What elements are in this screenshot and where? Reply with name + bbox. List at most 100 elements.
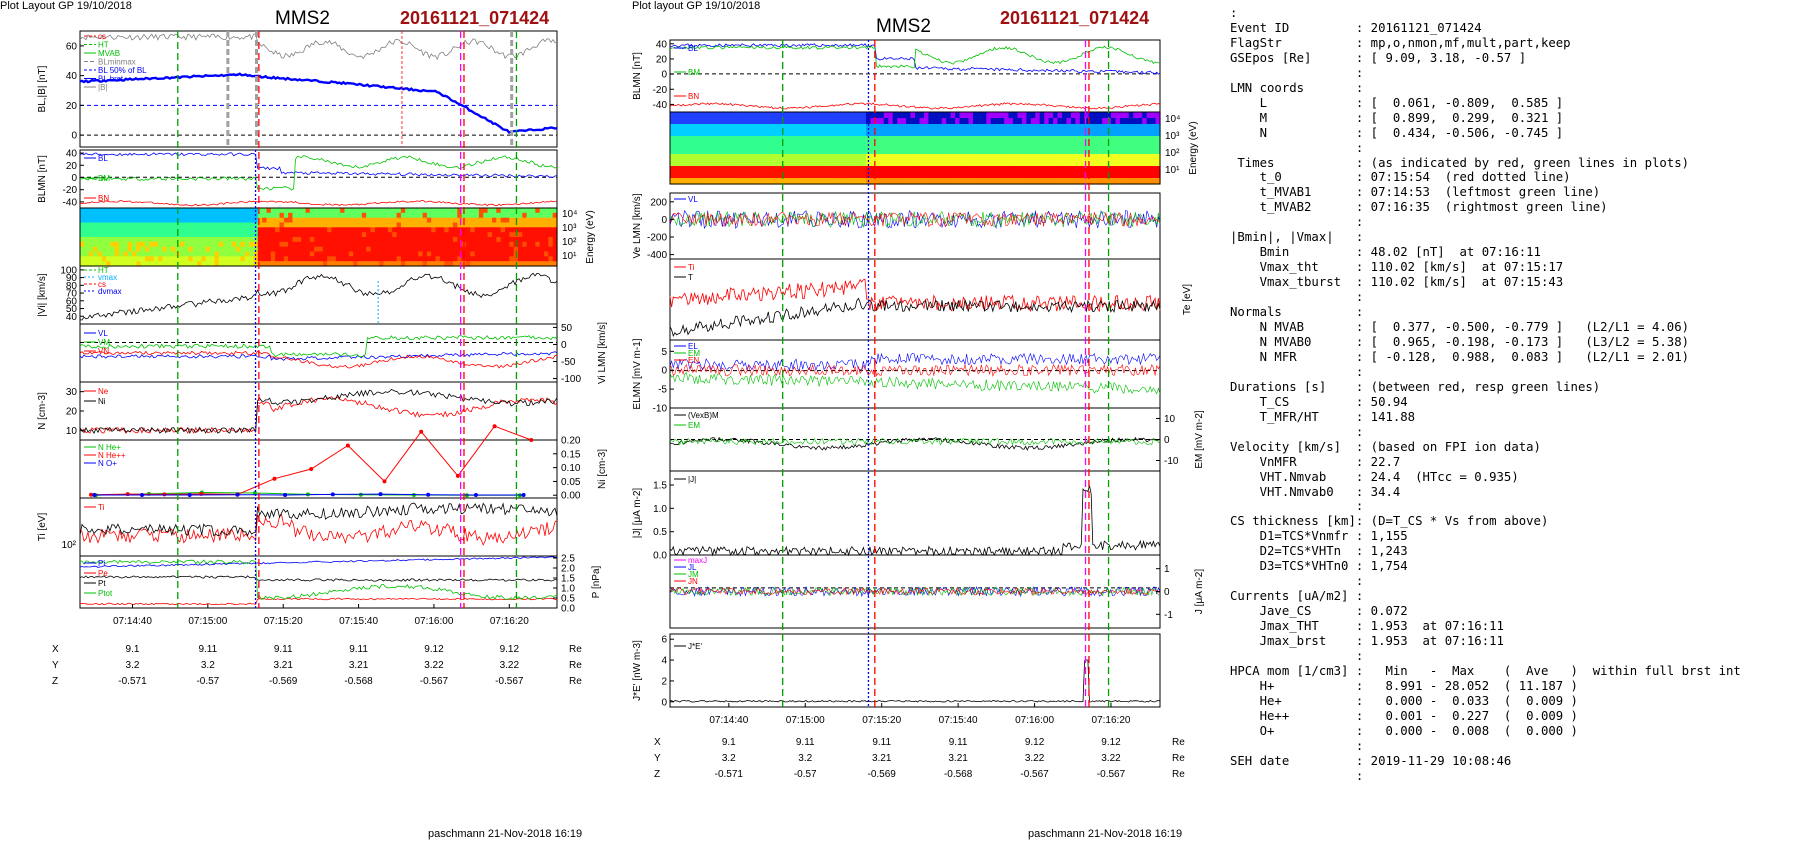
spectrogram-cell — [184, 208, 189, 214]
spectrogram-cell — [1021, 124, 1027, 131]
spectrogram-cell — [309, 251, 315, 257]
spectrogram-cell — [426, 246, 432, 253]
spectrogram-cell — [999, 142, 1005, 149]
spectrogram-cell — [88, 251, 94, 257]
spectrogram-cell — [781, 166, 787, 173]
spectrogram-cell — [1084, 118, 1090, 125]
summary-line: T_MFR/HT : 141.88 — [1230, 409, 1416, 424]
spectrogram-cell — [1075, 154, 1081, 161]
spectrogram-cell — [941, 136, 947, 143]
spectrogram-cell — [292, 261, 298, 267]
spectrogram-cell — [955, 178, 961, 185]
spectrogram-cell — [950, 172, 956, 179]
legend-label: HT — [98, 41, 109, 50]
spectrogram-cell — [723, 166, 729, 173]
spectrogram-cell — [1039, 118, 1045, 125]
spectrogram-cell — [839, 178, 845, 185]
spectrogram-cell — [754, 136, 760, 143]
spectrogram-cell — [470, 237, 476, 243]
spectrogram-cell — [448, 241, 454, 248]
spectrogram-cell — [518, 217, 523, 224]
spectrogram-cell — [288, 246, 293, 253]
spectrogram-cell — [244, 217, 250, 224]
spectrogram-cell — [127, 256, 133, 262]
ephemeris-label: X — [52, 644, 59, 655]
spectrogram-cell — [776, 142, 782, 149]
vi-lmn-ylabel: Vi LMN [km/s] — [597, 322, 608, 384]
spectrogram-cell — [874, 154, 880, 161]
spectrogram-cell — [1013, 160, 1019, 167]
spectrogram-cell — [301, 251, 307, 257]
spectrogram-cell — [1137, 124, 1143, 131]
spectrogram-cell — [763, 142, 769, 149]
spectrogram-cell — [995, 166, 1001, 173]
spectrogram-cell — [340, 208, 346, 214]
spectrogram-cell — [340, 217, 346, 224]
spectrogram-cell — [772, 124, 778, 131]
spectrogram-cell — [1039, 154, 1045, 161]
spectrogram-cell — [145, 246, 150, 253]
spectrogram-cell — [188, 241, 194, 248]
spectrogram-cell — [977, 166, 983, 173]
spectrogram-cell — [448, 256, 454, 262]
spectrogram-cell — [314, 251, 320, 257]
spectrogram-cell — [249, 237, 254, 243]
spectrogram-cell — [474, 251, 480, 257]
spectrogram-cell — [218, 237, 224, 243]
spectrogram-cell — [344, 212, 350, 219]
spectrogram-cell — [1133, 172, 1139, 179]
spectrogram-cell — [392, 246, 398, 253]
spectrogram-cell — [500, 256, 506, 262]
spectrogram-cell — [114, 232, 120, 238]
spectrogram-cell — [106, 237, 111, 243]
spectrogram-cell — [335, 246, 341, 253]
spectrogram-cell — [959, 172, 965, 179]
spectrogram-cell — [292, 237, 298, 243]
spectrogram-cell — [808, 160, 814, 167]
spectrogram-cell — [906, 160, 912, 167]
spectrogram-cell — [283, 222, 289, 228]
y-tick-label: 0.05 — [561, 477, 581, 488]
time-tick-label: 07:15:20 — [862, 715, 901, 726]
spectrogram-cell — [478, 208, 484, 214]
spectrogram-cell — [928, 112, 934, 119]
summary-line: Bmin : 48.02 [nT] at 07:16:11 — [1230, 245, 1541, 260]
right-plot-layout-label: Plot layout GP 19/10/2018 — [632, 0, 761, 12]
spectrogram-cell — [470, 256, 476, 262]
spectrogram-cell — [132, 241, 137, 248]
legend-label: EM — [688, 349, 700, 358]
spectrogram-cell — [270, 251, 276, 257]
spectrogram-cell — [149, 227, 155, 233]
spectrogram-cell — [732, 178, 738, 185]
spectrogram-cell — [149, 217, 155, 224]
spectrogram-cell — [897, 154, 903, 161]
spectrogram-cell — [392, 227, 398, 233]
legend-label: T — [688, 273, 693, 282]
spectrogram-cell — [745, 130, 751, 137]
spectrogram-cell — [892, 136, 898, 143]
spectrogram-cell — [977, 154, 983, 161]
spectrogram-cell — [750, 142, 756, 149]
spectrogram-cell — [1044, 172, 1050, 179]
spectrogram-cell — [1102, 148, 1108, 155]
spectrogram-cell — [331, 251, 337, 257]
spectrogram-cell — [140, 212, 146, 219]
legend-label: BN — [98, 194, 109, 203]
spectrogram-cell — [696, 148, 702, 155]
spectrogram-cell — [727, 112, 733, 119]
spectrogram-cell — [361, 212, 367, 219]
spectrogram-cell — [145, 227, 150, 233]
spectrogram-cell — [205, 256, 211, 262]
spectrogram-cell — [457, 222, 463, 228]
spectrogram-cell — [692, 130, 698, 137]
spectrogram-cell — [123, 237, 129, 243]
spectrogram-cell — [292, 256, 298, 262]
spectrogram-cell — [1115, 160, 1121, 167]
spectrogram-cell — [119, 261, 124, 267]
ephemeris-unit: Re — [569, 660, 582, 671]
spectrogram-cell — [964, 124, 970, 131]
spectrogram-cell — [999, 148, 1005, 155]
spectrogram-cell — [794, 178, 800, 185]
spectrogram-cell — [348, 232, 354, 238]
spectrogram-cell — [1093, 172, 1099, 179]
